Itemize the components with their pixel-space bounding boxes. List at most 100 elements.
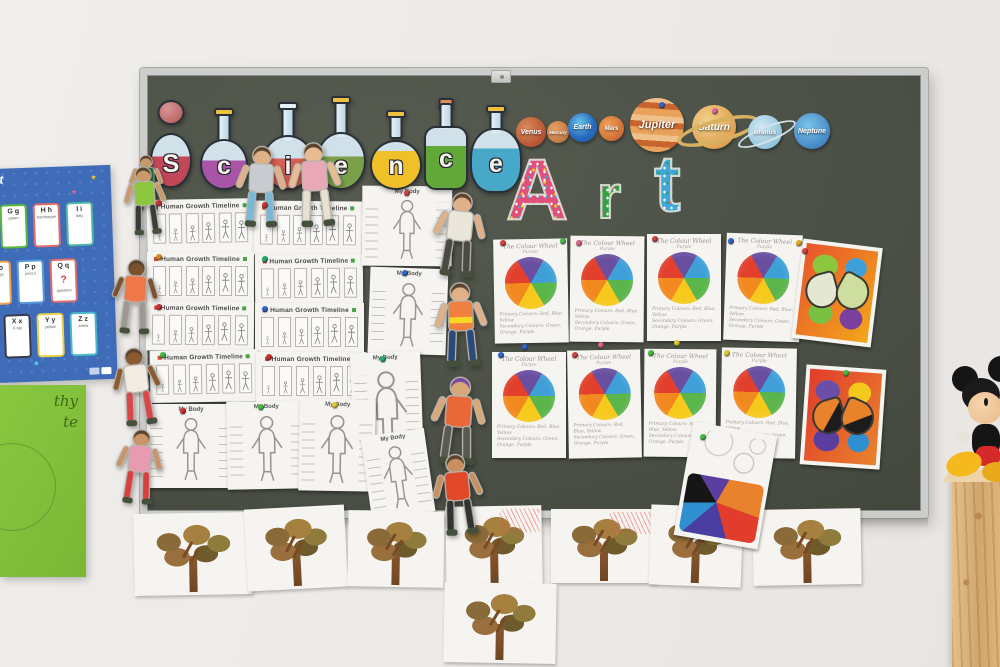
star-icon: ★ — [90, 174, 97, 182]
bottle-lip — [331, 96, 351, 104]
push-pin — [380, 356, 386, 362]
planet-label: Saturn — [698, 121, 730, 133]
card-word: hamburger — [36, 213, 57, 220]
plush-mouse-glove — [956, 432, 970, 444]
push-pin — [648, 350, 654, 356]
colour-wheel-sheet: The Colour Wheel Purple Primary Colours:… — [493, 238, 569, 344]
card-word: Italy — [75, 212, 84, 219]
push-pin — [156, 304, 162, 310]
push-pin — [180, 408, 186, 414]
push-pin — [572, 352, 578, 358]
colour-wheel-painting — [503, 370, 555, 422]
painted-background — [795, 242, 879, 344]
leaf-tree-collage — [133, 511, 253, 597]
doll-leg — [148, 203, 160, 232]
secondary-colours-text: Secondary Colours: Green, Orange, Purple — [499, 323, 562, 336]
growth-stages-row — [150, 360, 259, 395]
card-word: zebra — [78, 322, 89, 329]
push-pin — [674, 340, 680, 346]
worksheet-title: The Colour Wheel — [501, 356, 557, 363]
paper-doll-cutout — [287, 141, 343, 229]
doll-leg — [301, 189, 312, 224]
healthy-plate-sign: thy te — [0, 385, 86, 577]
planet-uranus: Uranus — [748, 115, 782, 149]
doll-torso — [248, 162, 275, 194]
push-pin — [728, 238, 734, 244]
card-word: green — [8, 215, 19, 221]
letter-card-p: P p pencil — [16, 259, 46, 305]
doll-leg — [244, 190, 257, 224]
bottle-lip — [386, 110, 406, 118]
push-pin — [843, 370, 849, 376]
push-pin — [332, 402, 338, 408]
push-pin — [659, 102, 665, 108]
letter-card-y: Y y yellow — [36, 312, 65, 358]
letter-card-g: G g green — [0, 203, 29, 249]
body-outline-figure — [175, 417, 208, 483]
push-pin — [796, 240, 802, 246]
growth-stages-row — [147, 263, 254, 296]
science-letter-bottle: n — [370, 110, 422, 190]
body-outline-figure — [249, 415, 285, 484]
poster-title-partial: et — [0, 172, 4, 188]
primary-colours-text: Primary Colours: Red, Blue, Yellow — [574, 308, 639, 320]
push-pin — [598, 342, 604, 348]
push-pin — [700, 434, 706, 440]
doll-leg — [465, 328, 478, 363]
push-pin — [156, 200, 162, 206]
plush-mouse-shorts — [976, 446, 1000, 466]
push-pin — [262, 256, 268, 262]
plush-mouse-shoe — [982, 462, 1000, 482]
planet-label: Mars — [604, 125, 619, 132]
card-word: question — [56, 287, 72, 293]
paper-doll-cutout — [433, 281, 489, 368]
letter-card-o: O o orange — [0, 260, 13, 306]
planet-saturn: Saturn — [692, 105, 736, 149]
star-icon: ★ — [70, 189, 78, 197]
colour-wheel-painting — [658, 252, 710, 304]
alphabet-poster: et ★ ★ ★ G g green H h hamburger I i Ita… — [0, 164, 118, 384]
plush-mouse-face — [968, 392, 1000, 424]
paper-doll-cutout — [114, 428, 164, 507]
planet-jupiter: Jupiter — [630, 98, 684, 152]
planet-label: Uranus — [753, 128, 777, 136]
letter-card-z: Z z zebra — [69, 311, 98, 357]
painted-background — [803, 368, 883, 466]
sign-line: thy — [53, 392, 78, 410]
science-letter-bottle: e — [470, 105, 522, 193]
paper-doll-cutout — [234, 145, 288, 229]
doll-torso — [123, 274, 148, 304]
label-lines — [301, 416, 316, 482]
card-word: yellow — [44, 323, 56, 330]
doll-leg — [134, 204, 142, 232]
colour-wheel-painting — [580, 253, 634, 307]
planet-neptune: Neptune — [794, 113, 830, 149]
worksheet-title: My Body — [253, 403, 279, 411]
art-letter-r: r — [596, 163, 622, 232]
colour-wheel-painting — [732, 365, 786, 419]
bottle-body — [424, 125, 468, 190]
label-lines — [364, 201, 379, 258]
butterfly-wing — [835, 394, 880, 440]
label-lines — [370, 283, 386, 345]
butterfly-painting — [791, 238, 883, 348]
worksheet-title: Human Growth Timeline — [147, 256, 254, 263]
push-pin — [404, 190, 410, 196]
doll-torso — [447, 299, 475, 332]
letter-card-h: H h hamburger — [32, 202, 62, 248]
doll-leg — [319, 187, 333, 223]
doll-leg — [462, 497, 476, 531]
wooden-shelf-plank — [952, 478, 1000, 667]
doll-leg — [141, 389, 155, 422]
bottle-lip — [278, 102, 298, 110]
primary-colours-text: Primary Colours: Red, Blue, Yellow — [652, 307, 716, 318]
planet-label: Neptune — [798, 127, 826, 135]
colour-wheel-sheet: The Colour Wheel Purple Primary Colours:… — [492, 352, 566, 458]
colour-wheel-sheet: The Colour Wheel Purple Primary Colours:… — [569, 235, 645, 343]
doll-leg — [122, 469, 136, 500]
leaf-tree-collage — [752, 508, 862, 586]
growth-timeline-worksheet: Human Growth Timeline — [255, 303, 364, 353]
bottle-bulb-top — [157, 100, 185, 125]
publisher-logo — [101, 366, 112, 375]
planet-venus: Venus — [516, 117, 546, 147]
